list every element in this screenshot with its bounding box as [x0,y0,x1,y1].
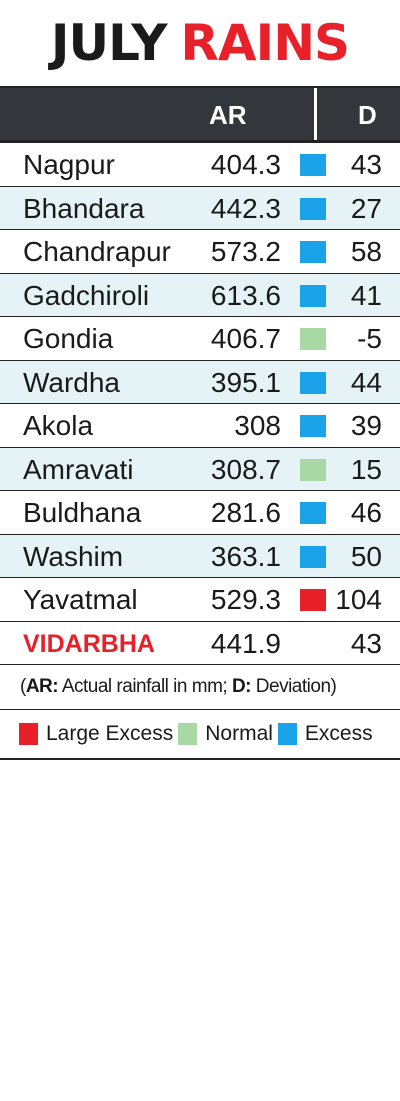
deviation-value: 39 [350,410,382,441]
district-name: Bhandara [23,192,145,224]
category-swatch [300,241,326,263]
category-swatch [300,589,326,611]
column-header-d: D [358,100,377,130]
legend-label: Large Excess [46,722,174,745]
column-header-ar: AR [209,100,247,130]
legend-item: Normal [178,722,273,746]
actual-rainfall-value: 404.3 [210,149,281,180]
title-word-july: JULY [50,14,167,72]
legend-swatch [277,723,297,745]
footnote-open: ( [20,676,26,697]
table-row: Bhandara 442.3 27 [0,186,400,230]
footnote: (AR: Actual rainfall in mm; D: Deviation… [0,665,400,710]
total-ar: 441.9 [210,627,281,659]
category-swatch [300,458,326,481]
legend-item: Large Excess [19,722,173,746]
table-header: AR D [0,88,400,143]
table-row: Washim 363.1 50 [0,534,400,578]
rainfall-card: JULY RAINS AR D Nagpur 404.3 43 Bhandara 442… [0,0,400,760]
actual-rainfall-value: 281.6 [210,497,281,528]
district-name: Chandrapur [23,236,171,267]
total-deviation: 43 [350,627,382,659]
footnote-d-key: D: [231,676,252,697]
actual-rainfall-value: 395.1 [210,366,281,398]
category-swatch [300,545,326,568]
deviation-value: 27 [350,192,382,224]
table-row: Akola 308 39 [0,404,400,448]
category-swatch [300,197,326,220]
total-district: VIDARBHA [23,629,155,658]
actual-rainfall-value: 529.3 [210,584,281,615]
deviation-value: 46 [350,497,382,528]
deviation-value: 104 [335,584,382,615]
actual-rainfall-value: 363.1 [210,540,281,572]
actual-rainfall-value: 308 [234,410,281,441]
footnote-ar-text: Actual rainfall in mm; [58,676,232,697]
page-title: JULY RAINS [0,0,400,88]
table-row: Wardha 395.1 44 [0,360,400,404]
footnote-ar-key: AR: [25,676,59,697]
district-name: Akola [23,410,94,441]
deviation-value: 44 [350,366,382,398]
district-name: Wardha [23,366,121,398]
table-body: Nagpur 404.3 43 Bhandara 442.3 27 Chandrapur 57… [0,143,400,622]
legend-swatch [19,723,38,745]
table-row: Buldhana 281.6 46 [0,491,400,535]
total-row: VIDARBHA 441.9 43 [0,622,400,665]
deviation-value: 58 [350,236,382,267]
actual-rainfall-value: 308.7 [210,453,281,485]
category-swatch [300,415,326,437]
actual-rainfall-value: 573.2 [210,236,281,267]
deviation-value: 41 [350,279,382,311]
legend-label: Normal [205,722,273,745]
deviation-value: 43 [350,149,382,180]
category-swatch [300,328,326,350]
category-swatch [300,284,326,307]
district-name: Amravati [23,453,134,485]
district-name: Gondia [23,323,114,354]
legend-label: Excess [304,722,373,745]
footnote-d-text: Deviation) [251,676,337,697]
district-name: Buldhana [23,497,142,528]
deviation-value: 50 [350,540,382,572]
deviation-value: 15 [350,453,382,485]
district-name: Gadchiroli [23,279,150,311]
table-row: Gondia 406.7 -5 [0,317,400,361]
actual-rainfall-value: 613.6 [210,279,281,311]
table-row: Nagpur 404.3 43 [0,143,400,187]
legend-item: Excess [277,722,373,746]
table-row: Yavatmal 529.3 104 [0,578,400,622]
category-swatch [300,502,326,524]
category-swatch [300,154,326,176]
table-row: Amravati 308.7 15 [0,447,400,491]
deviation-value: -5 [357,323,382,354]
table-row: Gadchiroli 613.6 41 [0,273,400,317]
district-name: Nagpur [23,149,115,180]
district-name: Yavatmal [23,584,138,615]
legend: Large Excess Normal Excess [0,710,400,760]
district-name: Washim [23,540,124,572]
legend-swatch [178,723,198,745]
category-swatch [300,371,326,394]
actual-rainfall-value: 406.7 [210,323,281,354]
table-row: Chandrapur 573.2 58 [0,230,400,274]
actual-rainfall-value: 442.3 [210,192,281,224]
title-word-rains: RAINS [180,14,350,72]
header-divider [314,88,317,140]
